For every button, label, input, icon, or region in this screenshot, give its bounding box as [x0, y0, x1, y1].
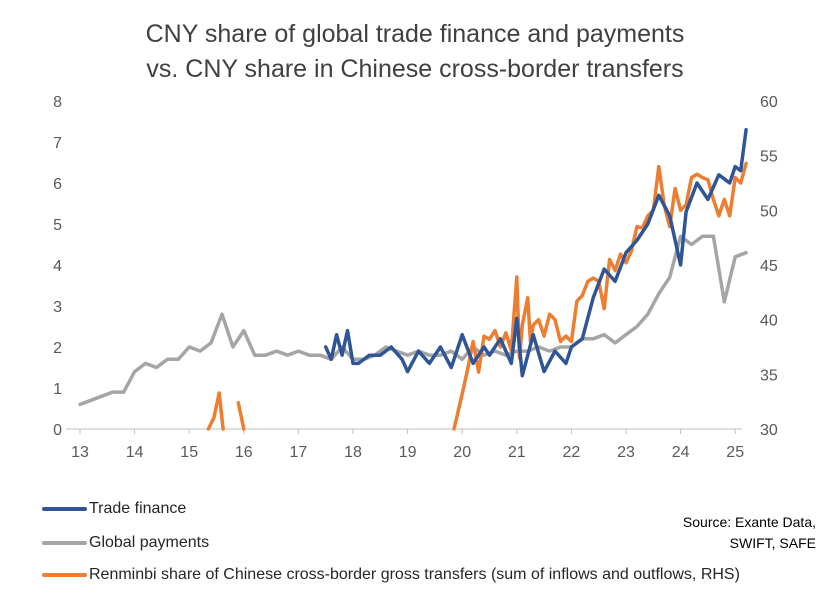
x-tick-label: 14 — [126, 444, 144, 461]
y-right-tick-label: 45 — [760, 258, 778, 275]
legend-swatch-renminbi-share — [42, 573, 87, 577]
source-line-1: Source: Exante Data, — [682, 514, 816, 530]
x-tick-label: 19 — [399, 444, 417, 461]
series-line-trade-finance — [323, 127, 748, 378]
x-tick-label: 21 — [508, 444, 526, 461]
legend-item-trade-finance: Trade finance — [42, 500, 186, 518]
legend-label-trade-finance: Trade finance — [89, 500, 187, 517]
y-left-tick-label: 7 — [53, 135, 62, 152]
x-tick-label: 13 — [71, 444, 89, 461]
y-left-tick-label: 4 — [53, 258, 62, 275]
y-left-tick-label: 2 — [53, 340, 62, 357]
axes: 13 14 15 16 17 18 19 20 21 22 23 24 2501234567830354… — [53, 94, 778, 461]
x-tick-label: 20 — [453, 444, 471, 461]
x-tick-label: 16 — [235, 444, 253, 461]
legend-item-global-payments: Global payments — [42, 534, 209, 552]
legend-swatch-trade-finance — [42, 507, 87, 511]
series-line-renminbi-share-seg-2 — [452, 161, 748, 431]
series-line-renminbi-share-seg-0 — [206, 391, 225, 431]
source-line-2: SWIFT, SAFE — [729, 535, 816, 551]
y-right-tick-label: 30 — [760, 422, 778, 439]
y-left-tick-label: 8 — [53, 94, 62, 111]
y-right-tick-label: 50 — [760, 203, 778, 220]
y-right-tick-label: 35 — [760, 367, 778, 384]
legend-label-renminbi-share: Renminbi share of Chinese cross-border g… — [89, 566, 740, 583]
series-line-global-payments — [78, 234, 748, 407]
legend-label-global-payments: Global payments — [89, 534, 210, 551]
chart-subtitle: vs. CNY share in Chinese cross-border tr… — [146, 55, 684, 83]
y-left-tick-label: 6 — [53, 176, 62, 193]
y-right-tick-label: 55 — [760, 149, 778, 166]
series-layer — [78, 127, 748, 431]
y-right-tick-label: 60 — [760, 94, 778, 111]
legend-item-renminbi-share: Renminbi share of Chinese cross-border g… — [42, 566, 740, 584]
x-tick-label: 22 — [563, 444, 581, 461]
x-tick-label: 17 — [290, 444, 308, 461]
y-left-tick-label: 5 — [53, 217, 62, 234]
chart-title: CNY share of global trade finance and pa… — [145, 20, 685, 48]
source-note: Source: Exante Data, SWIFT, SAFE — [616, 512, 816, 554]
x-tick-label: 15 — [180, 444, 198, 461]
legend-swatch-global-payments — [42, 541, 87, 545]
y-left-tick-label: 0 — [53, 422, 62, 439]
y-left-tick-label: 3 — [53, 299, 62, 316]
y-right-tick-label: 40 — [760, 313, 778, 330]
x-tick-label: 23 — [617, 444, 635, 461]
y-left-tick-label: 1 — [53, 381, 62, 398]
x-tick-label: 25 — [726, 444, 744, 461]
x-tick-label: 18 — [344, 444, 362, 461]
series-line-renminbi-share-seg-1 — [236, 401, 246, 431]
x-tick-label: 24 — [672, 444, 690, 461]
